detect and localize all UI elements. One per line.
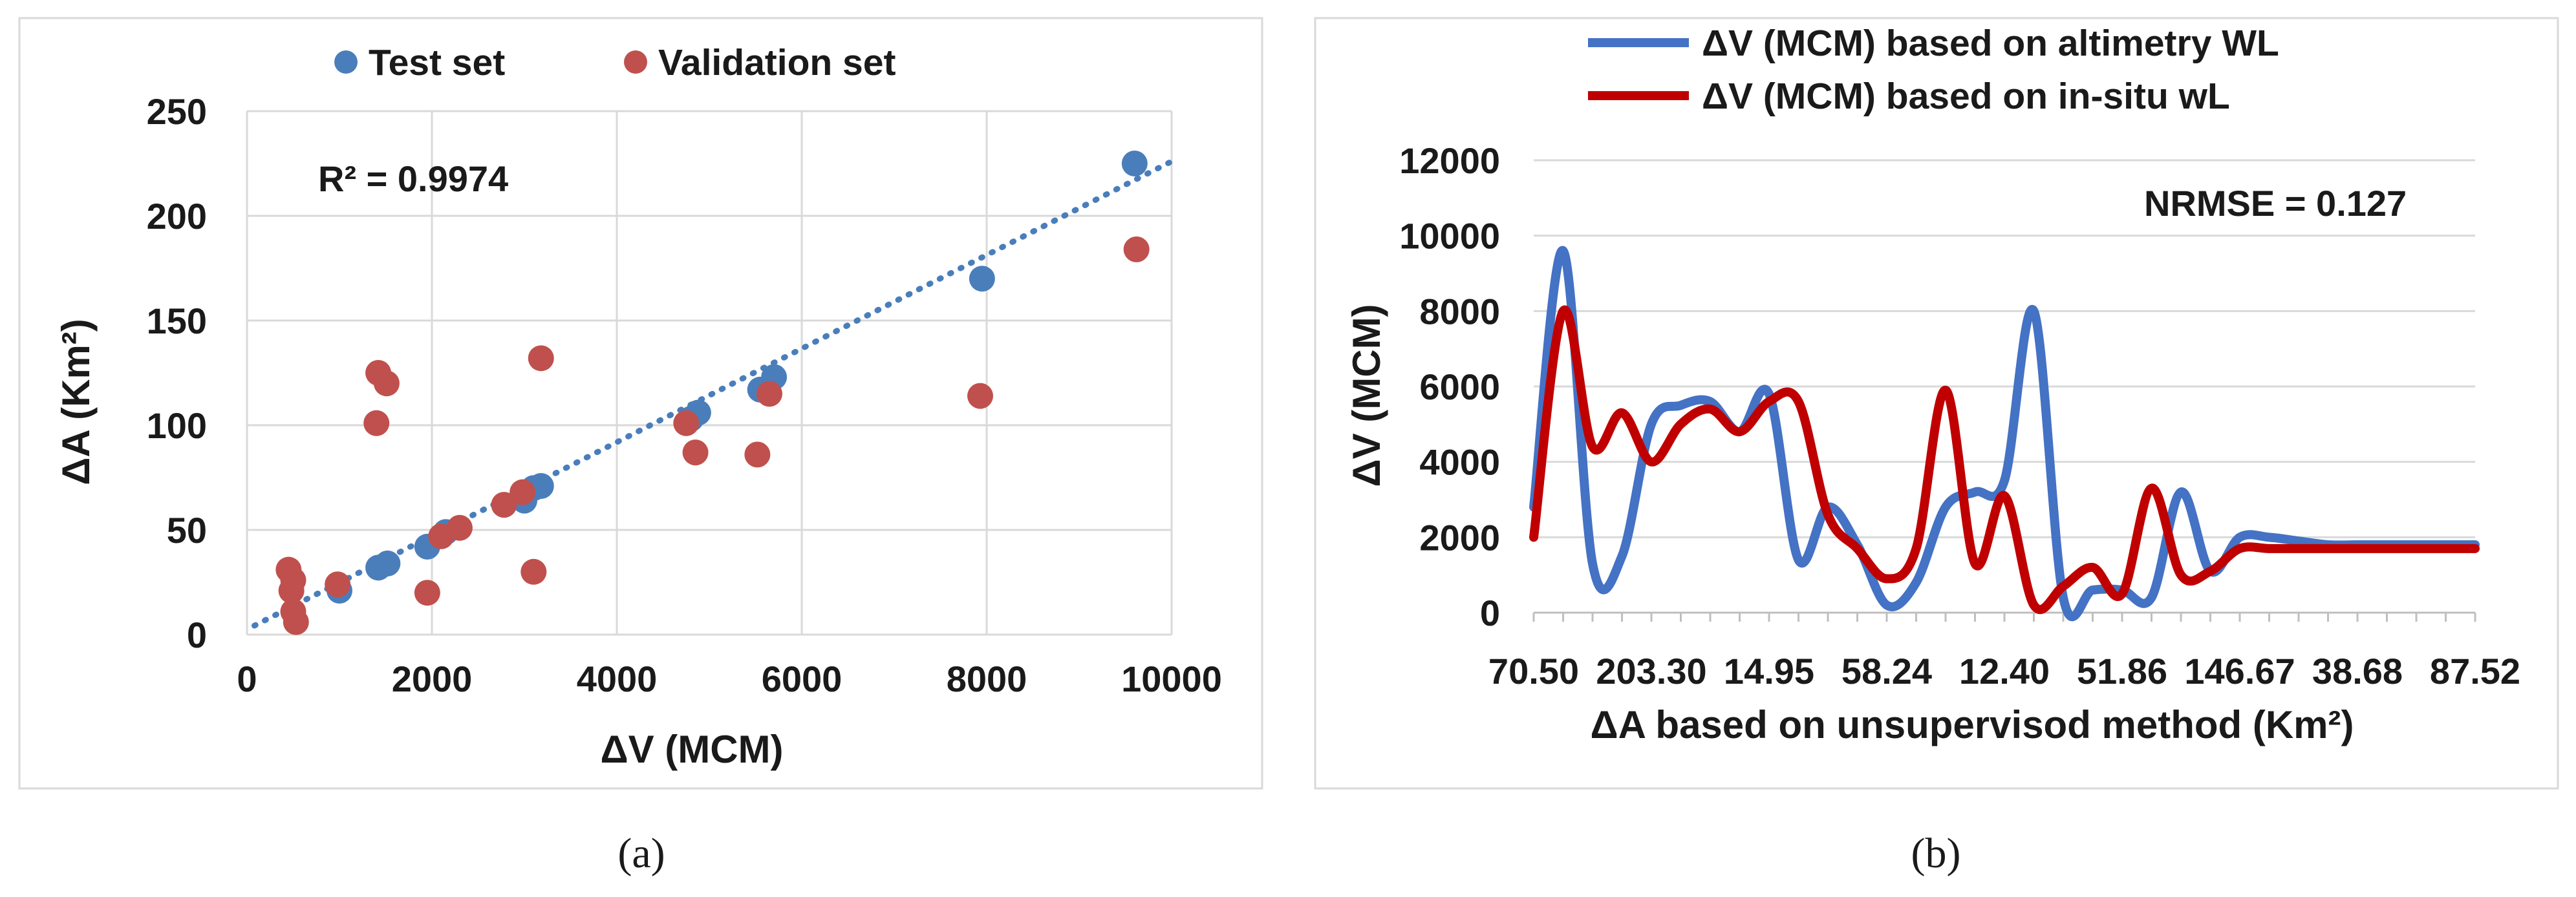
chart-a-y-tick-label: 0 — [187, 615, 207, 655]
chart-a-y-axis-label: ΔA (Km²) — [54, 319, 98, 485]
chart-b-x-tick-label: 12.40 — [1959, 651, 2050, 691]
chart-a-points — [275, 151, 1150, 635]
chart-a-trendline-group — [251, 158, 1175, 629]
chart-a-gridlines — [246, 110, 1173, 636]
validation-set-point — [373, 370, 400, 397]
validation-set-point — [280, 567, 306, 593]
legend-marker-test-set — [334, 50, 358, 74]
chart-b-caption: (b) — [1911, 830, 1961, 877]
validation-set-point — [967, 383, 993, 409]
chart-a-y-tick-label: 100 — [147, 405, 207, 446]
legend-label-validation-set: Validation set — [658, 42, 896, 83]
chart-b-x-axis-label: ΔA based on unsupervisod method (Km²) — [1591, 703, 2354, 746]
legend-label-test-set: Test set — [369, 42, 505, 83]
chart-b-x-ticks: 70.50 203.30 14.95 58.24 12.40 51.86 146.67 38.… — [1488, 651, 2520, 691]
test-set-point — [374, 550, 401, 576]
chart-a-legend: Test set Validation set — [334, 42, 896, 83]
chart-b-nrmse-annotation: NRMSE = 0.127 — [2144, 183, 2407, 224]
chart-b-y-axis-label: ΔV (MCM) — [1345, 304, 1388, 487]
legend-marker-validation-set — [624, 50, 647, 74]
chart-a-x-tick-label: 0 — [237, 659, 257, 699]
chart-b-y-tick-label: 8000 — [1419, 291, 1500, 332]
validation-set-point — [510, 479, 536, 505]
in-situ-series-line — [1529, 305, 2480, 615]
validation-set-point — [363, 410, 390, 436]
chart-a-x-tick-label: 2000 — [392, 659, 473, 699]
validation-set-point — [756, 381, 782, 407]
chart-b-y-tick-label: 4000 — [1419, 442, 1500, 483]
test-set-point — [969, 266, 995, 292]
chart-b-y-tick-label: 6000 — [1419, 366, 1500, 407]
chart-a-y-tick-label: 150 — [147, 301, 207, 341]
test-set-point — [1121, 151, 1148, 176]
validation-set-point — [491, 492, 517, 518]
chart-a-x-tick-label: 10000 — [1121, 659, 1222, 699]
chart-b-x-tick-label: 58.24 — [1841, 651, 1932, 691]
chart-b-x-tick-label: 203.30 — [1596, 651, 1706, 691]
chart-a: 0 2000 4000 6000 8000 10000 0 50 100 150 200 250 T… — [18, 17, 1263, 877]
validation-set-point — [325, 571, 351, 598]
chart-b-y-tick-label: 10000 — [1399, 216, 1500, 257]
chart-a-x-ticks: 0 2000 4000 6000 8000 10000 — [237, 659, 1221, 699]
chart-b-lines — [1529, 246, 2480, 622]
chart-b-x-tick-label: 38.68 — [2312, 651, 2403, 691]
validation-set-point — [521, 558, 547, 585]
chart-b-y-tick-label: 0 — [1480, 593, 1500, 633]
chart-b-x-tick-label: 51.86 — [2077, 651, 2167, 691]
chart-a-y-tick-label: 200 — [147, 196, 207, 237]
validation-set-point — [283, 609, 309, 635]
chart-a-y-ticks: 0 50 100 150 200 250 — [147, 91, 207, 655]
chart-b-x-tick-label: 70.50 — [1488, 651, 1579, 691]
chart-a-x-tick-label: 4000 — [577, 659, 658, 699]
chart-a-y-tick-label: 50 — [167, 510, 207, 551]
chart-a-x-axis-label: ΔV (MCM) — [600, 728, 783, 771]
chart-b-y-ticks: 0 2000 4000 6000 8000 10000 12000 — [1399, 140, 1500, 633]
chart-a-x-tick-label: 6000 — [762, 659, 843, 699]
validation-set-point — [682, 439, 709, 466]
chart-b-legend: ΔV (MCM) based on altimetry WL ΔV (MCM) … — [1588, 23, 2279, 117]
chart-a-x-tick-label: 8000 — [947, 659, 1027, 699]
altimetry-series-line — [1529, 246, 2480, 622]
chart-a-frame — [18, 17, 1263, 790]
validation-set-point — [1123, 236, 1150, 262]
chart-b-y-tick-label: 12000 — [1399, 140, 1500, 181]
validation-set-point — [528, 345, 554, 372]
legend-label-altimetry: ΔV (MCM) based on altimetry WL — [1702, 23, 2279, 64]
validation-set-point — [673, 410, 700, 436]
chart-b-x-tick-label: 87.52 — [2430, 651, 2520, 691]
chart-b: 70.50 203.30 14.95 58.24 12.40 51.86 146.67 38.… — [1314, 17, 2559, 877]
chart-b-y-tick-label: 2000 — [1419, 517, 1500, 558]
validation-set-point — [446, 514, 473, 541]
legend-label-in-situ: ΔV (MCM) based on in-situ wL — [1702, 76, 2230, 117]
chart-a-caption: (a) — [617, 830, 665, 877]
chart-a-r2-annotation: R² = 0.9974 — [318, 158, 508, 199]
chart-a-trendline — [251, 158, 1175, 629]
chart-b-x-tick-label: 146.67 — [2184, 651, 2295, 691]
validation-set-point — [414, 580, 440, 606]
chart-a-y-tick-label: 250 — [147, 91, 207, 132]
chart-b-x-tick-label: 14.95 — [1724, 651, 1814, 691]
validation-set-point — [744, 441, 771, 468]
chart-b-gridlines — [1532, 159, 2476, 622]
